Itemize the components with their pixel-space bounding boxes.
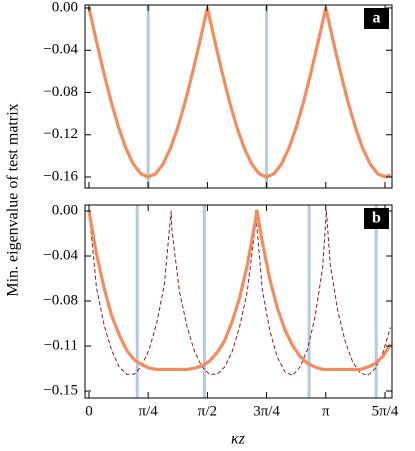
- panel-label: a: [373, 10, 381, 27]
- y-tick-label: −0.08: [43, 84, 78, 100]
- x-tick-label: 3π/4: [253, 403, 280, 419]
- x-tick-label: 0: [85, 403, 93, 419]
- panel-label-box: [364, 8, 389, 29]
- plot-area: [87, 6, 392, 179]
- plot-area: [87, 209, 392, 376]
- line: [87, 6, 392, 179]
- x-axis-label: κz: [231, 431, 246, 448]
- x-tick-label: π/4: [139, 403, 159, 419]
- y-tick-label: 0.00: [52, 0, 78, 15]
- panel-label-box: [364, 208, 389, 229]
- y-tick-label: −0.08: [43, 292, 78, 308]
- y-axis-label: Min. eigenvalue of test matrix: [5, 103, 22, 296]
- panel-label: b: [372, 210, 381, 227]
- y-tick-label: −0.12: [43, 126, 78, 142]
- y-tick-label: −0.04: [43, 247, 78, 263]
- frame: [84, 204, 393, 399]
- frame: [84, 4, 393, 189]
- x-tick-label: π/2: [198, 403, 217, 419]
- y-tick-label: −0.11: [44, 337, 78, 353]
- y-tick-label: −0.04: [43, 42, 78, 58]
- y-tick-label: 0.00: [52, 202, 78, 218]
- x-tick-label: 5π/4: [372, 403, 399, 419]
- y-tick-label: −0.16: [43, 168, 78, 184]
- x-tick-label: π: [322, 403, 330, 419]
- line: [87, 209, 392, 372]
- y-tick-label: −0.15: [43, 382, 78, 398]
- dashed-line: [88, 210, 391, 376]
